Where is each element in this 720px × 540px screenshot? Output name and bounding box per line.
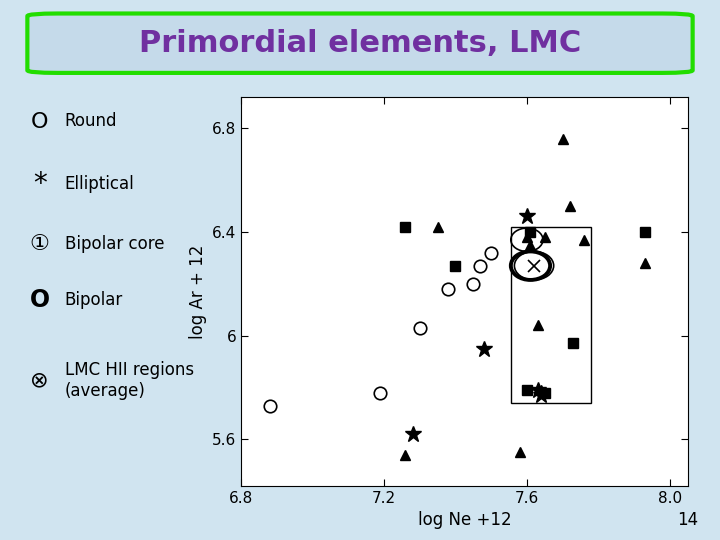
Bar [510, 227, 591, 403]
Text: Round: Round [65, 112, 117, 131]
Text: O: O [30, 288, 50, 312]
Text: 1: 1 [523, 235, 530, 245]
Text: ⊗: ⊗ [30, 370, 49, 391]
FancyBboxPatch shape [27, 14, 693, 73]
Text: *: * [32, 170, 47, 198]
Y-axis label: log Ar + 12: log Ar + 12 [189, 245, 207, 339]
Text: 14: 14 [678, 511, 698, 529]
Text: LMC HII regions
(average): LMC HII regions (average) [65, 361, 194, 400]
Text: Bipolar: Bipolar [65, 291, 123, 309]
Text: Primordial elements, LMC: Primordial elements, LMC [139, 29, 581, 58]
Text: ①: ① [30, 234, 50, 254]
Text: Bipolar core: Bipolar core [65, 235, 164, 253]
Text: Elliptical: Elliptical [65, 174, 135, 193]
Text: O: O [31, 111, 48, 132]
X-axis label: log Ne +12: log Ne +12 [418, 511, 511, 529]
